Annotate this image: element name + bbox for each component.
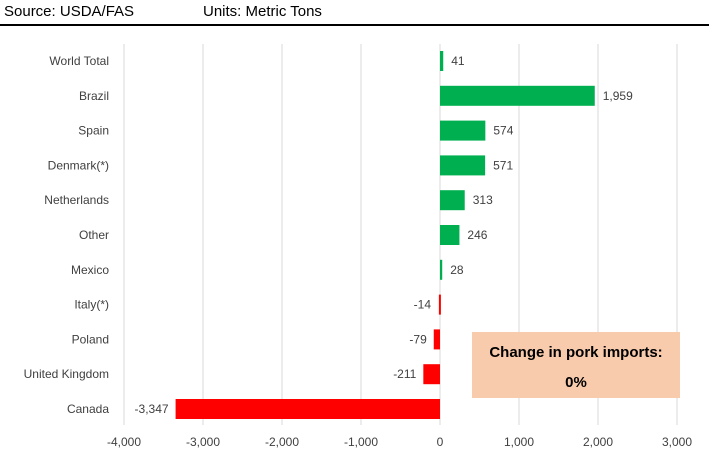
header-rule [0, 24, 709, 26]
x-tick-label: -4,000 [107, 435, 141, 449]
bar [440, 259, 443, 280]
bars [175, 51, 595, 419]
x-tick-labels: -4,000 -3,000 -2,000 -1,000 0 1,000 2,000 3,000 [107, 435, 692, 449]
data-label: 574 [493, 124, 513, 138]
category-label: Mexico [71, 263, 109, 277]
category-label: Other [79, 228, 109, 242]
source-label: Source: USDA/FAS [4, 3, 135, 20]
callout-value: 0% [565, 374, 587, 391]
bar [433, 329, 440, 350]
x-tick-label: 2,000 [583, 435, 613, 449]
bar [440, 225, 460, 245]
x-tick-label: -2,000 [265, 435, 299, 449]
data-label: -79 [409, 332, 427, 346]
category-label: World Total [49, 54, 109, 68]
callout-title: Change in pork imports: [489, 344, 663, 361]
units-label: Units: Metric Tons [203, 3, 322, 20]
data-label: -3,347 [135, 402, 169, 416]
data-label: 28 [450, 263, 464, 277]
data-label: -14 [414, 298, 432, 312]
category-label: Poland [72, 332, 109, 346]
bar [175, 399, 440, 419]
category-label: Italy(*) [74, 298, 109, 312]
x-tick-label: 3,000 [662, 435, 692, 449]
bar [423, 364, 440, 385]
category-labels: World Total Brazil Spain Denmark(*) Netherla… [24, 54, 110, 416]
category-label: United Kingdom [24, 367, 109, 381]
import-change-callout: Change in pork imports: 0% [472, 332, 680, 398]
category-label: Netherlands [44, 193, 109, 207]
data-labels: 41 1,959 574 571 313 246 28 -14 -79 -211 -3,347 [135, 54, 634, 416]
bar [440, 190, 465, 211]
grid-lines [123, 44, 678, 425]
bar [440, 51, 444, 71]
chart-header: Source: USDA/FAS Units: Metric Tons [0, 0, 709, 26]
x-tick-label: -3,000 [186, 435, 220, 449]
data-label: 41 [451, 54, 465, 68]
data-label: 571 [493, 158, 513, 172]
category-label: Brazil [79, 89, 109, 103]
category-label: Spain [78, 124, 109, 138]
x-tick-label: -1,000 [344, 435, 378, 449]
x-tick-label: 1,000 [504, 435, 534, 449]
bar [440, 120, 486, 141]
data-label: -211 [393, 367, 416, 381]
category-label: Canada [67, 402, 109, 416]
bar [438, 294, 441, 315]
bar [440, 155, 486, 176]
x-tick-label: 0 [437, 435, 444, 449]
data-label: 1,959 [603, 89, 633, 103]
data-label: 246 [467, 228, 487, 242]
data-label: 313 [473, 193, 493, 207]
bar [440, 85, 595, 106]
category-label: Denmark(*) [48, 158, 109, 172]
